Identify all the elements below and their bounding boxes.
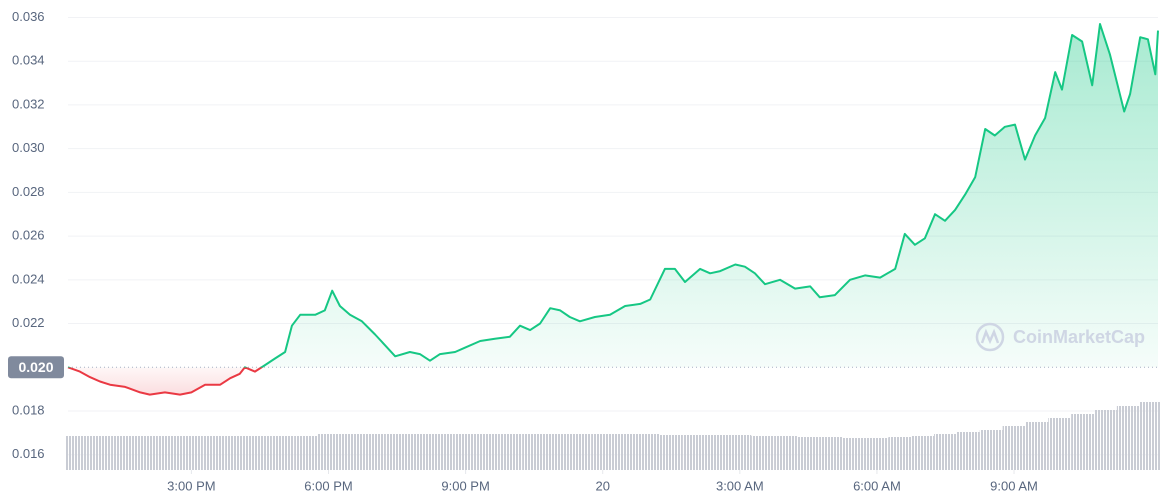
volume-bar xyxy=(1025,422,1049,470)
volume-bar xyxy=(728,435,752,470)
volume-bar xyxy=(408,434,432,470)
volume-bar xyxy=(774,436,797,470)
y-tick-label: 0.034 xyxy=(12,53,45,68)
volume-bar xyxy=(659,435,683,470)
x-tick-label: 6:00 PM xyxy=(304,478,352,493)
volume-bar xyxy=(385,434,409,470)
x-tick-label: 3:00 AM xyxy=(716,478,764,493)
volume-bar xyxy=(568,434,592,470)
volume-bar xyxy=(1139,402,1161,470)
volume-bar xyxy=(979,430,1003,470)
volume-bar xyxy=(796,437,820,470)
y-tick-label: 0.022 xyxy=(12,315,45,330)
volume-bar xyxy=(614,434,637,470)
x-tick-label: 20 xyxy=(595,478,609,493)
volume-bar xyxy=(362,434,386,470)
volume-bar xyxy=(705,435,729,470)
volume-bar xyxy=(1002,426,1026,470)
watermark: CoinMarketCap xyxy=(975,322,1145,352)
price-area xyxy=(68,24,1158,395)
volume-bar xyxy=(1048,418,1072,470)
volume-bar xyxy=(431,434,455,470)
volume-bar xyxy=(911,436,935,470)
volume-bar xyxy=(1071,414,1095,470)
volume-bar xyxy=(454,434,478,470)
volume-bar xyxy=(271,436,295,470)
y-tick-label: 0.036 xyxy=(12,9,45,24)
watermark-text: CoinMarketCap xyxy=(1013,327,1145,347)
volume-bar xyxy=(1116,406,1140,470)
x-tick-label: 6:00 AM xyxy=(853,478,901,493)
volume-bar xyxy=(591,434,615,470)
volume-bar xyxy=(134,436,158,470)
y-tick-label: 0.028 xyxy=(12,184,45,199)
volume-bar xyxy=(636,434,660,470)
volume-bar xyxy=(1094,410,1117,470)
y-tick-label: 0.024 xyxy=(12,271,45,286)
y-tick-label: 0.032 xyxy=(12,96,45,111)
volume-bar xyxy=(842,438,866,470)
volume-bar xyxy=(339,434,363,470)
volume-bar xyxy=(888,437,912,470)
y-tick-label: 0.030 xyxy=(12,140,45,155)
volume-bar xyxy=(179,436,203,470)
volume-bar xyxy=(819,437,843,470)
volume-bar xyxy=(477,434,500,470)
y-tick-label: 0.018 xyxy=(12,402,45,417)
volume-bar xyxy=(88,436,112,470)
baseline-label: 0.020 xyxy=(18,359,53,375)
baseline-badge xyxy=(8,356,64,379)
volume-bar xyxy=(225,436,249,470)
y-tick-label: 0.026 xyxy=(12,228,45,243)
x-tick-label: 9:00 AM xyxy=(990,478,1038,493)
volume-bar xyxy=(111,436,135,470)
volume-bar xyxy=(545,434,569,470)
volume-bar xyxy=(317,434,340,470)
volume-bar xyxy=(934,434,957,470)
x-tick-label: 3:00 PM xyxy=(167,478,215,493)
volume-bar xyxy=(865,438,889,470)
volume-bar xyxy=(202,436,226,470)
volume-bar xyxy=(956,432,980,470)
volume-bar xyxy=(157,436,180,470)
volume-bar xyxy=(65,436,89,470)
volume-bar xyxy=(682,435,706,470)
volume-bar xyxy=(248,436,272,470)
x-tick-label: 9:00 PM xyxy=(441,478,489,493)
volume-bar xyxy=(294,436,318,470)
volume-bar xyxy=(522,434,546,470)
price-line xyxy=(67,23,1159,396)
volume-bar xyxy=(751,436,775,470)
y-tick-label: 0.016 xyxy=(12,446,45,461)
volume-bar xyxy=(499,434,523,470)
